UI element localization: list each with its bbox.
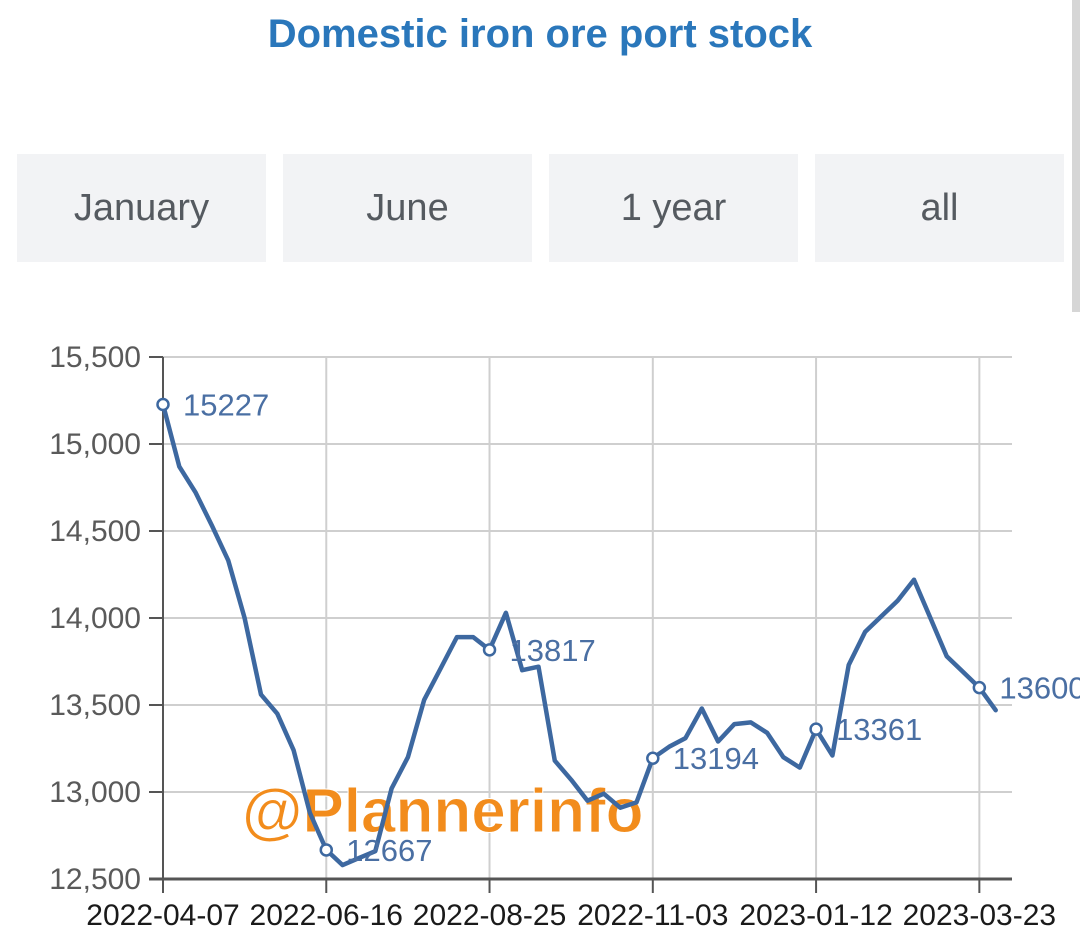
range-button-all[interactable]: all [815,154,1064,262]
x-tick-label: 2022-11-03 [577,899,728,932]
range-selector: January June 1 year all [17,154,1080,262]
x-tick-label: 2023-03-23 [903,899,1056,932]
data-label: 12667 [346,833,432,868]
x-tick-label: 2023-01-12 [739,899,892,932]
data-label: 13361 [836,712,922,747]
range-button-1-year[interactable]: 1 year [549,154,798,262]
data-point-marker [156,397,170,412]
y-tick-label: 15,500 [49,341,141,374]
y-tick-label: 15,000 [49,428,141,461]
y-tick-label: 12,500 [49,863,141,896]
axes [149,356,1012,893]
x-tick-label: 2022-06-16 [250,899,403,932]
y-tick-label: 14,500 [49,515,141,548]
grid [162,356,1012,880]
y-tick-label: 14,000 [49,602,141,635]
data-label: 13600 [999,671,1080,706]
data-point-marker [972,680,987,695]
data-label: 13194 [673,741,759,776]
tick-labels: 12,500 13,000 13,500 14,000 14,500 15,000 15,5… [49,341,1056,932]
chart-title: Domestic iron ore port stock [267,12,813,56]
x-tick-label: 2022-08-25 [413,899,566,932]
y-tick-label: 13,000 [49,776,141,809]
data-label: 15227 [183,388,269,423]
data-point-marker [809,722,823,736]
data-point-marker [646,751,660,765]
data-point-marker [482,643,497,657]
series-line [160,402,998,868]
y-tick-label: 13,500 [49,689,141,722]
x-tick-label: 2022-04-07 [86,899,239,932]
data-labels: 15227 12667 13817 13194 13361 13600 [156,388,1080,868]
scrollbar[interactable] [1072,0,1080,312]
range-button-june[interactable]: June [283,154,532,262]
range-button-january[interactable]: January [17,154,266,262]
data-point-marker [319,843,334,857]
data-label: 13817 [510,633,596,668]
series [160,402,998,868]
